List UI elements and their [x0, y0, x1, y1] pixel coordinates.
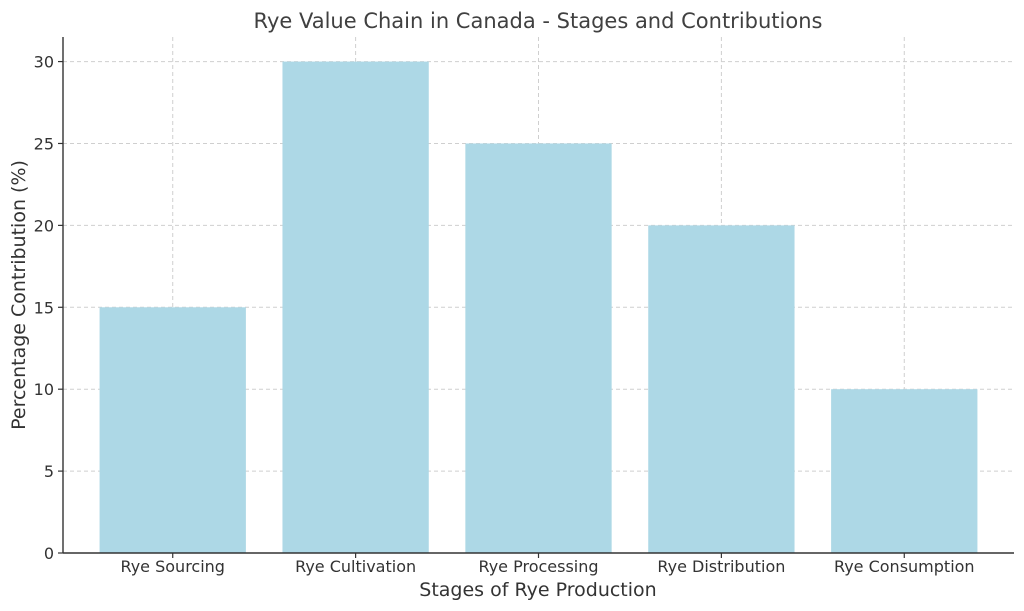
bar-rye-consumption: [831, 389, 978, 553]
bar-rye-sourcing: [99, 307, 246, 553]
y-tick-label: 20: [34, 216, 54, 235]
x-tick-label: Rye Processing: [478, 557, 598, 576]
x-axis-label: Stages of Rye Production: [419, 579, 656, 601]
y-tick-label: 15: [34, 298, 54, 317]
y-tick-label: 0: [44, 544, 54, 563]
chart-title: Rye Value Chain in Canada - Stages and C…: [254, 9, 823, 33]
y-axis-label: Percentage Contribution (%): [8, 160, 30, 430]
x-tick-label: Rye Cultivation: [295, 557, 416, 576]
y-tick-label: 5: [44, 462, 54, 481]
x-tick-label: Rye Consumption: [834, 557, 975, 576]
bar-rye-processing: [465, 143, 612, 553]
x-tick-label: Rye Distribution: [657, 557, 785, 576]
bar-rye-distribution: [648, 225, 795, 553]
bar-rye-cultivation: [282, 61, 429, 553]
y-tick-label: 30: [34, 53, 54, 72]
ticks: 0 5 10 15 20 25 30 Rye Sourcing Rye Cultivation R…: [34, 53, 975, 576]
x-tick-label: Rye Sourcing: [120, 557, 225, 576]
y-tick-label: 10: [34, 380, 54, 399]
y-tick-label: 25: [34, 134, 54, 153]
bars: [99, 61, 978, 553]
